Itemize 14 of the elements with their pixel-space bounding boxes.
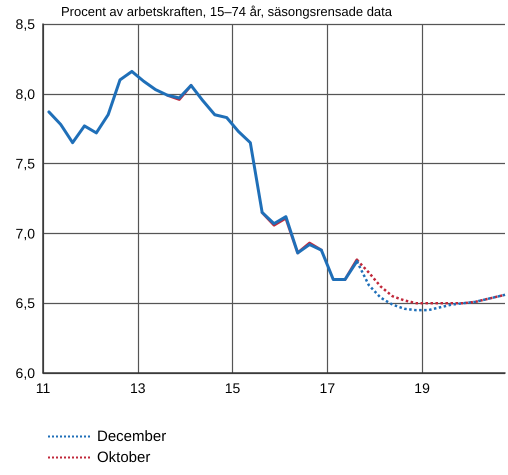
y-tick-label: 7,0 [16,225,36,242]
x-tick-label: 15 [224,380,241,396]
y-tick-label: 6,0 [16,365,36,381]
y-tick-label: 6,5 [16,295,36,312]
y-tick-label: 8,5 [16,16,36,32]
y-tick-label: 7,5 [16,156,36,172]
legend-label: Oktober [97,449,150,466]
x-tick-label: 11 [36,380,50,396]
x-tick-label: 13 [130,380,146,396]
legend-label: December [97,428,166,445]
chart-subtitle: Procent av arbetskraften, 15–74 år, säsongsrensade data [61,4,393,19]
x-tick-label: 19 [414,380,430,396]
x-tick-label: 17 [320,380,336,396]
y-tick-label: 8,0 [16,86,36,102]
